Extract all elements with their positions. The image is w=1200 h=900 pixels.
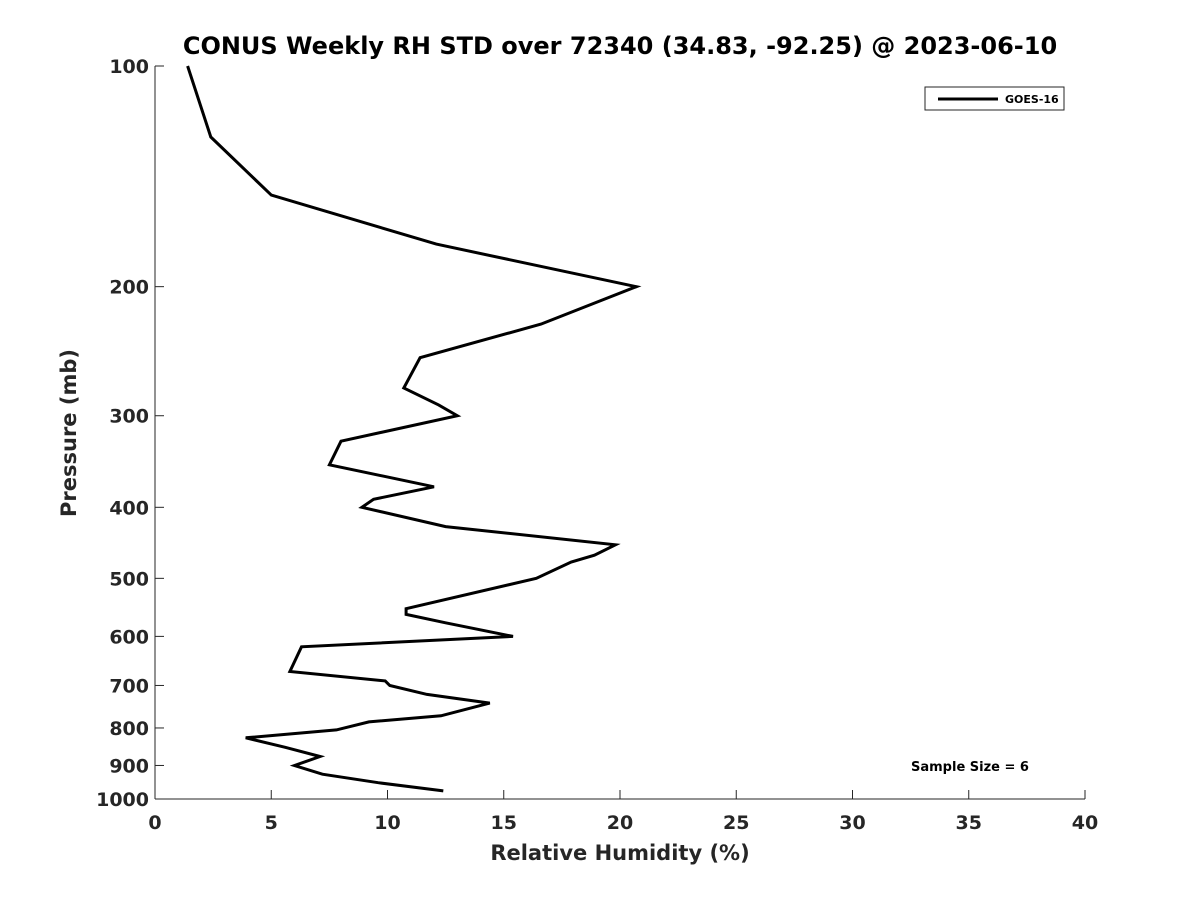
- x-tick-label: 10: [374, 812, 400, 834]
- y-tick-label: 400: [109, 497, 149, 519]
- y-tick-label: 300: [109, 406, 149, 428]
- y-tick-label: 100: [109, 56, 149, 78]
- legend-label-goes16: GOES-16: [1005, 93, 1059, 106]
- y-tick-label: 500: [109, 568, 149, 590]
- x-tick-label: 5: [265, 812, 278, 834]
- y-axis-ticks: 100 200 300 400 500 600 700 800 900 1000: [96, 56, 164, 811]
- x-axis-label: Relative Humidity (%): [490, 841, 749, 865]
- x-tick-label: 15: [491, 812, 517, 834]
- x-axis-ticks: 0 5 10 15 20 25 30 35 40: [148, 790, 1098, 834]
- y-tick-label: 800: [109, 718, 149, 740]
- x-tick-label: 35: [956, 812, 982, 834]
- y-tick-label: 900: [109, 755, 149, 777]
- y-tick-label: 1000: [96, 789, 149, 811]
- legend: GOES-16: [924, 86, 1065, 111]
- y-tick-label: 200: [109, 277, 149, 299]
- x-tick-label: 40: [1072, 812, 1098, 834]
- x-tick-label: 25: [723, 812, 749, 834]
- x-tick-label: 20: [607, 812, 633, 834]
- x-tick-label: 0: [148, 812, 161, 834]
- y-axis-label: Pressure (mb): [57, 349, 81, 517]
- series-line-goes16: [186, 65, 642, 793]
- chart-title: CONUS Weekly RH STD over 72340 (34.83, -…: [183, 32, 1057, 60]
- x-tick-label: 30: [839, 812, 865, 834]
- y-tick-label: 600: [109, 626, 149, 648]
- sample-size-note: Sample Size = 6: [911, 760, 1029, 775]
- y-tick-label: 700: [109, 675, 149, 697]
